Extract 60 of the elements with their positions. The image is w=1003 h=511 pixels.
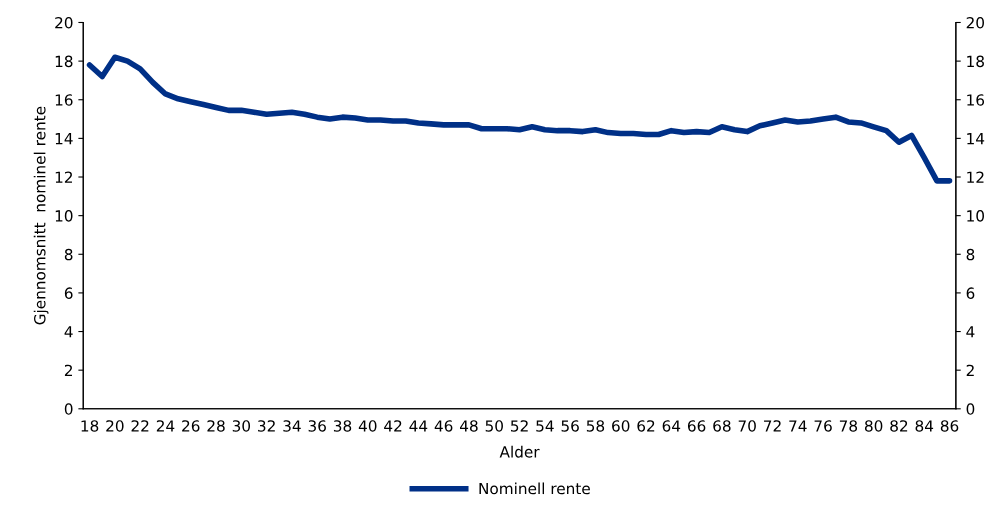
y-tick-label: 20	[55, 16, 73, 29]
x-tick-label: 54	[536, 420, 554, 432]
x-tick-label: 18	[81, 420, 99, 432]
x-tick-label: 72	[764, 420, 781, 432]
x-tick-label: 42	[384, 420, 402, 432]
y-tick-label: 0	[64, 403, 73, 415]
x-tick-label: 40	[358, 420, 377, 432]
x-tick-label: 68	[713, 420, 731, 432]
y2-tick-label: 8	[966, 248, 975, 261]
y2-tick-label: 12	[967, 171, 984, 183]
x-tick-label: 24	[156, 420, 175, 432]
x-tick-label: 22	[131, 420, 149, 432]
x-tick-label: 64	[662, 420, 681, 432]
y2-tick-label: 0	[966, 403, 975, 415]
legend-label: Nominell rente	[479, 482, 590, 495]
y2-tick-label: 2	[966, 364, 974, 376]
x-tick-label: 84	[915, 420, 934, 432]
x-tick-label: 50	[485, 420, 503, 432]
x-tick-label: 56	[561, 420, 579, 432]
x-tick-label: 58	[586, 420, 605, 432]
x-tick-label: 60	[612, 420, 630, 432]
x-tick-label: 76	[814, 420, 832, 432]
x-tick-label: 48	[459, 420, 478, 432]
y2-tick-label: 20	[966, 16, 985, 29]
x-tick-label: 62	[637, 420, 655, 432]
y-tick-label: 10	[55, 210, 73, 222]
x-tick-label: 52	[511, 420, 528, 432]
y-tick-label: 8	[64, 248, 73, 261]
y2-tick-label: 14	[967, 133, 985, 145]
x-tick-label: 26	[182, 420, 200, 432]
x-tick-label: 32	[258, 420, 275, 432]
x-tick-label: 74	[789, 420, 807, 432]
x-tick-label: 20	[106, 420, 124, 432]
x-tick-label: 46	[434, 420, 453, 432]
x-tick-label: 80	[864, 420, 883, 432]
y-tick-label: 14	[55, 133, 73, 145]
x-tick-label: 36	[308, 420, 326, 432]
y2-tick-label: 16	[967, 94, 985, 106]
y-tick-label: 6	[64, 287, 73, 299]
x-tick-label: 78	[839, 420, 858, 432]
x-tick-label: 86	[940, 420, 959, 432]
y-tick-label: 2	[64, 364, 72, 376]
x-tick-label: 34	[283, 420, 301, 432]
x-tick-label: 82	[890, 420, 908, 432]
x-tick-label: 70	[738, 420, 756, 432]
y-tick-label: 18	[55, 55, 73, 68]
y-tick-label: 12	[55, 171, 72, 183]
x-axis-title: Alder	[499, 445, 540, 458]
y-tick-label: 16	[55, 94, 73, 106]
y2-tick-label: 4	[966, 326, 975, 338]
y2-tick-label: 10	[967, 210, 985, 222]
x-tick-label: 30	[232, 420, 251, 432]
y-tick-label: 4	[64, 326, 73, 338]
x-tick-label: 66	[687, 420, 706, 432]
x-tick-label: 44	[409, 420, 428, 432]
y-axis-title: Gjennomsnitt nominel rente	[33, 106, 49, 325]
x-tick-label: 28	[207, 420, 225, 432]
x-tick-label: 38	[333, 420, 352, 432]
y2-tick-label: 6	[966, 287, 975, 299]
y2-tick-label: 18	[967, 55, 984, 68]
